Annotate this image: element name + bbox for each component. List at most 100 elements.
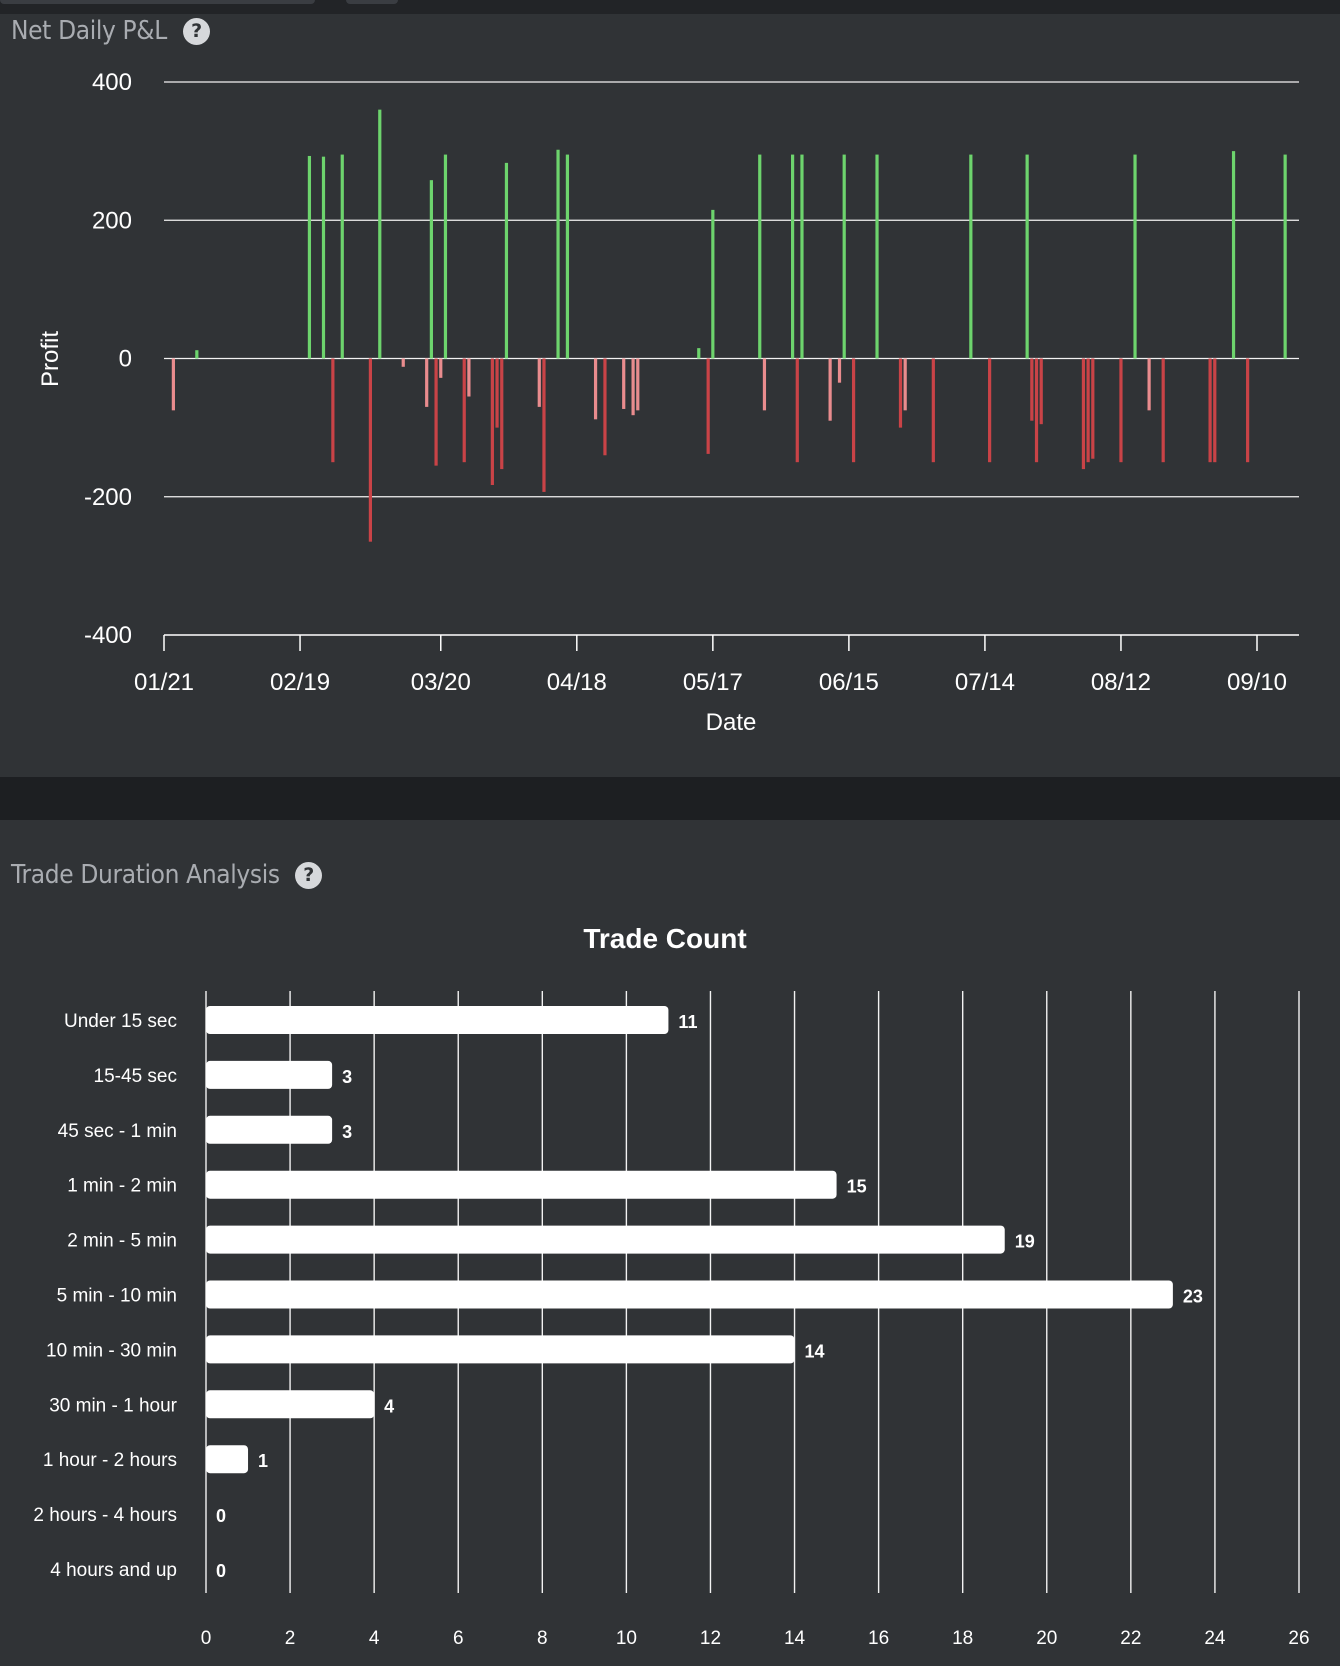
pnl-bar xyxy=(875,154,879,359)
pnl-bar xyxy=(307,155,312,359)
pnl-bar xyxy=(429,180,433,359)
duration-bar xyxy=(206,1445,249,1474)
data-label: 0 xyxy=(216,1506,226,1526)
pnl-bar xyxy=(837,358,842,383)
category-label: 15-45 sec xyxy=(94,1066,177,1087)
pnl-bar xyxy=(898,358,903,428)
tab-stub-left[interactable] xyxy=(0,0,315,4)
pnl-bar xyxy=(331,358,335,463)
pnl-bar xyxy=(1246,358,1250,463)
pnl-bar xyxy=(697,348,701,359)
pnl-bar xyxy=(795,358,799,463)
x-tick-label: 20 xyxy=(1036,1628,1057,1649)
y-tick-label: -400 xyxy=(84,622,132,649)
pnl-bar xyxy=(1231,151,1236,359)
data-label: 19 xyxy=(1015,1232,1035,1252)
pnl-bar xyxy=(903,358,907,411)
pnl-bar xyxy=(537,358,541,407)
x-tick-label: 10 xyxy=(616,1628,637,1649)
chart-title: Trade Count xyxy=(583,923,746,954)
top-strip xyxy=(0,0,1340,14)
panel-title: Trade Duration Analysis xyxy=(11,860,280,890)
pnl-bar xyxy=(443,154,448,359)
x-tick-label: 01/21 xyxy=(134,669,194,696)
pnl-bar xyxy=(1208,358,1212,463)
pnl-bar xyxy=(636,358,640,411)
pnl-bar xyxy=(378,109,382,359)
x-tick-label: 16 xyxy=(868,1628,889,1649)
pnl-bar xyxy=(706,358,710,454)
category-label: 45 sec - 1 min xyxy=(58,1121,177,1142)
pnl-bar xyxy=(467,358,471,397)
x-tick-label: 14 xyxy=(784,1628,806,1649)
pnl-bar xyxy=(622,358,626,409)
data-label: 3 xyxy=(342,1067,352,1087)
x-tick-label: 04/18 xyxy=(547,669,607,696)
pnl-bar xyxy=(504,162,509,359)
question-circle-icon[interactable]: ? xyxy=(295,861,323,889)
x-tick-label: 05/17 xyxy=(683,669,743,696)
duration-bar xyxy=(206,1060,333,1089)
data-label: 23 xyxy=(1183,1287,1203,1307)
duration-bar xyxy=(206,1280,1173,1309)
category-label: 4 hours and up xyxy=(50,1560,177,1581)
pnl-bar xyxy=(1030,358,1034,421)
y-tick-label: 0 xyxy=(119,346,132,373)
x-tick-label: 06/15 xyxy=(819,669,879,696)
tab-stub-right[interactable] xyxy=(346,0,398,4)
x-tick-label: 07/14 xyxy=(955,669,1015,696)
pnl-bar xyxy=(1283,154,1287,359)
duration-bar xyxy=(206,1115,333,1144)
data-label: 15 xyxy=(847,1177,867,1197)
y-tick-label: 200 xyxy=(92,207,132,234)
net-daily-pnl-chart: -400 -200 0 200 400 01/21 02/19 03/20 04/18 05/17… xyxy=(37,69,1299,736)
data-label: 14 xyxy=(805,1341,825,1361)
pnl-bar xyxy=(439,358,443,378)
duration-bar xyxy=(206,1006,669,1034)
category-label: 1 hour - 2 hours xyxy=(43,1450,177,1471)
data-label: 3 xyxy=(342,1122,352,1142)
trade-duration-panel: Trade Duration Analysis ? Trade Count 0 2 4… xyxy=(0,820,1340,1666)
duration-bar xyxy=(206,1335,795,1364)
pnl-bar xyxy=(542,358,546,492)
pnl-bar xyxy=(762,358,767,411)
pnl-bar xyxy=(171,358,175,411)
pnl-bar xyxy=(931,358,935,463)
pnl-bar xyxy=(500,358,504,470)
pnl-bar xyxy=(1081,358,1086,470)
pnl-bar xyxy=(1147,358,1151,411)
x-tick-label: 18 xyxy=(952,1628,973,1649)
x-axis-title: Date xyxy=(706,709,757,736)
pnl-bar xyxy=(1039,358,1043,425)
pnl-bar xyxy=(969,154,973,359)
x-tick-label: 09/10 xyxy=(1227,669,1287,696)
pnl-bar xyxy=(1119,358,1123,463)
panel-header: Net Daily P&L ? xyxy=(11,16,211,46)
data-label: 1 xyxy=(258,1451,268,1471)
pnl-bar xyxy=(434,358,438,466)
x-tick-label: 8 xyxy=(537,1628,548,1649)
x-tick-label: 0 xyxy=(201,1628,212,1649)
pnl-bar xyxy=(790,154,795,359)
pnl-bar xyxy=(340,154,344,359)
y-axis-title: Profit xyxy=(37,331,64,387)
x-tick-label: 03/20 xyxy=(411,669,471,696)
x-tick-label: 08/12 xyxy=(1091,669,1151,696)
x-tick-label: 12 xyxy=(700,1628,721,1649)
pnl-bar xyxy=(1213,358,1217,463)
data-label: 4 xyxy=(384,1396,394,1416)
pnl-bar xyxy=(556,149,560,359)
category-label: 1 min - 2 min xyxy=(67,1176,177,1197)
pnl-bar xyxy=(1161,358,1165,463)
pnl-bar xyxy=(1034,358,1039,463)
pnl-bar xyxy=(321,156,326,359)
category-label: 2 hours - 4 hours xyxy=(33,1505,177,1526)
pnl-bar xyxy=(1133,154,1137,359)
pnl-bar xyxy=(462,358,466,463)
pnl-bar xyxy=(1086,358,1090,463)
x-tick-label: 4 xyxy=(369,1628,380,1649)
pnl-bar xyxy=(1091,358,1095,459)
net-daily-pnl-panel: Net Daily P&L ? -400 -200 0 200 400 01/21 02/1… xyxy=(0,14,1340,777)
question-circle-icon[interactable]: ? xyxy=(183,17,211,45)
